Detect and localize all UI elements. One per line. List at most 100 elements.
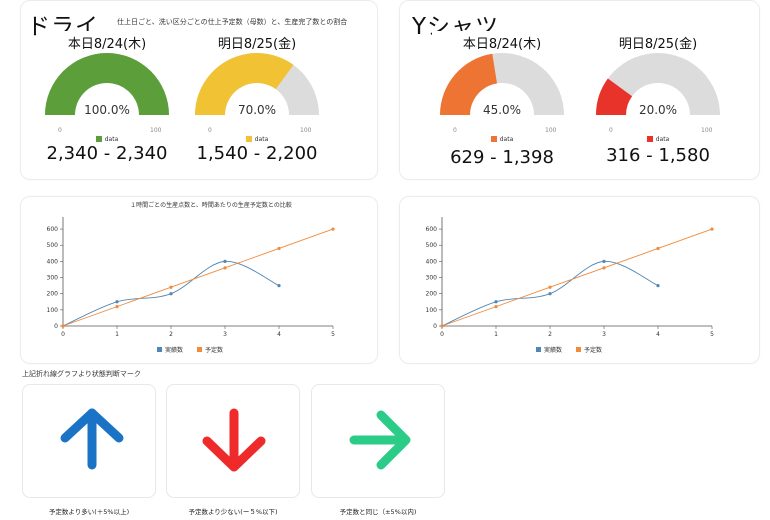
gauge-day-label: 本日8/24(木) [462,37,542,52]
legend-swatch [490,136,497,142]
gauge-fill [45,53,169,115]
data-point [548,292,552,296]
data-point [61,324,65,328]
status-card-up [22,384,156,498]
yshirt-range-today: 629 - 1,398 [450,147,554,168]
data-point [331,227,335,231]
legend-swatch [576,347,581,352]
gauge-percent: 45.0% [482,103,522,117]
gauge-min-label: 0 [609,127,613,134]
dry-range-today: 2,340 - 2,340 [46,143,168,164]
dry-line-chart-panel: １時間ごとの生産点数と、時間あたりの生産予定数との比較 0 100 200 300 400… [20,196,378,364]
legend-label: data [104,136,119,143]
arrow-up-icon [60,408,124,470]
dry-gauge-today: 本日8/24(木) 100.0% 0 100 data [37,31,177,149]
x-tick-label: 5 [331,331,335,338]
gauge-day-label: 明日8/25(金) [618,37,698,52]
x-tick-label: 2 [169,331,173,338]
legend-label: 予定数 [205,346,223,354]
legend-swatch [245,136,252,142]
legend-label: 実績数 [544,346,562,354]
data-point [656,284,660,288]
gauge-fill [195,53,294,115]
y-tick-label: 500 [47,242,59,249]
x-tick-label: 1 [115,331,119,338]
status-caption-same: 予定数と同じ（±5%以内) [339,508,417,516]
yshirt-gauge-today: 本日8/24(木) 45.0% 0 100 data [432,31,572,149]
x-tick-label: 3 [223,331,227,338]
legend-label: 実績数 [165,346,183,354]
gauge-arc [45,53,169,115]
data-point [494,300,498,304]
dry-line-chart: １時間ごとの生産点数と、時間あたりの生産予定数との比較 0 100 200 300 400… [47,201,336,354]
yshirt-line-chart: 0 100 200 300 400 500 600 0 1 2 3 4 5 実績数 予定数 [426,217,714,354]
status-caption-down: 予定数より少ない(ー５%以下) [188,508,278,516]
y-tick-label: 600 [47,226,59,233]
arrow-down-icon [202,408,266,472]
y-tick-label: 300 [426,275,438,282]
legend-swatch [95,136,102,142]
status-card-right [311,384,445,498]
y-tick-label: 300 [47,275,59,282]
gauge-max-label: 100 [300,127,312,134]
y-tick-label: 0 [54,323,58,330]
gauge-arc [596,53,720,115]
gauge-percent: 100.0% [84,103,130,117]
x-tick-label: 3 [602,331,606,338]
gauge-percent: 20.0% [638,103,678,117]
dry-subtitle: 仕上日ごと、洗い区分ごとの仕上予定数（母数）と、生産完了数との割合 [117,18,348,26]
legend-swatch [536,347,541,352]
chart-title: １時間ごとの生産点数と、時間あたりの生産予定数との比較 [130,201,292,209]
gauge-arc [440,53,564,115]
data-point [115,300,119,304]
legend-label: 予定数 [584,346,602,354]
gauge-day-label: 本日8/24(木) [67,37,147,52]
yshirt-gauge-tomorrow: 明日8/25(金) 20.0% 0 100 data [588,31,728,149]
gauge-max-label: 100 [150,127,162,134]
data-point [223,259,227,263]
gauge-max-label: 100 [545,127,557,134]
gauge-day-label: 明日8/25(金) [217,37,297,52]
data-point [169,292,173,296]
legend-label: data [655,136,670,143]
data-point [656,246,660,251]
gauge-min-label: 0 [208,127,212,134]
gauge-legend: data [37,136,177,143]
dry-gauge-tomorrow: 明日8/25(金) 70.0% 0 100 data [187,31,327,149]
gauge-arc [195,53,319,115]
y-tick-label: 600 [426,226,438,233]
gauge-max-label: 100 [701,127,713,134]
data-point [710,227,714,231]
data-point [223,266,227,270]
dry-gauge-panel: ドライ 仕上日ごと、洗い区分ごとの仕上予定数（母数）と、生産完了数との割合 本日… [20,0,378,180]
y-tick-label: 200 [47,291,59,298]
data-point [169,285,173,289]
legend-label: data [499,136,514,143]
data-point [602,259,606,263]
gauge-percent: 70.0% [237,103,277,117]
x-tick-label: 4 [277,331,281,338]
y-tick-label: 500 [426,242,438,249]
yshirt-line-chart-panel: 0 100 200 300 400 500 600 0 1 2 3 4 5 実績数 予定数 [399,196,760,364]
gauge-fill [440,53,497,115]
series-line-1 [441,228,713,327]
y-tick-label: 100 [426,307,438,314]
status-card-down [166,384,300,498]
yshirt-gauge-panel: Yシャツ 本日8/24(木) 45.0% 0 100 data 明日8/25(金) 20.… [399,0,760,180]
y-tick-label: 400 [426,258,438,265]
data-point [277,284,281,288]
data-point [548,285,552,289]
x-tick-label: 4 [656,331,660,338]
y-tick-label: 400 [47,258,59,265]
status-marks-heading: 上記折れ線グラフより状態判断マーク [22,370,141,378]
x-tick-label: 2 [548,331,552,338]
data-point [440,324,444,328]
legend-swatch [646,136,653,142]
gauge-min-label: 0 [58,127,62,134]
x-tick-label: 0 [61,331,65,338]
arrow-right-icon [349,410,411,470]
series-line-1 [62,228,334,327]
dry-range-tomorrow: 1,540 - 2,200 [196,143,318,164]
data-point [602,266,606,270]
gauge-legend: data [432,136,572,143]
